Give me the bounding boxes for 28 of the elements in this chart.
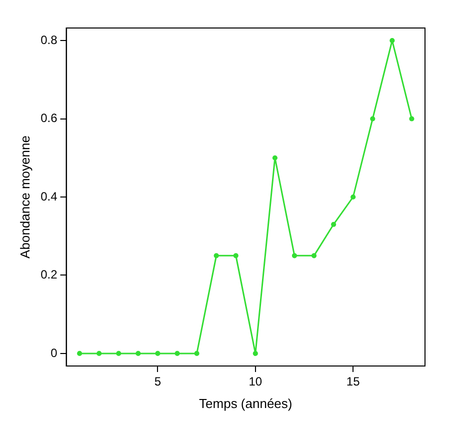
point — [331, 222, 336, 227]
point — [252, 350, 258, 356]
point — [155, 350, 160, 356]
y-tick-label: 0.8 — [40, 32, 58, 47]
point — [233, 253, 238, 258]
point — [174, 350, 180, 356]
point — [136, 350, 141, 356]
x-tick-label: 15 — [346, 374, 360, 389]
point — [311, 253, 317, 258]
point — [272, 155, 278, 160]
point — [370, 116, 376, 122]
x-axis-title: Temps (années) — [199, 396, 292, 411]
y-tick-label: 0.2 — [40, 268, 58, 282]
point — [292, 253, 298, 258]
x-tick-label: 10 — [248, 374, 262, 389]
point — [77, 350, 82, 356]
point — [214, 253, 219, 258]
y-tick-label: 0.4 — [40, 189, 58, 204]
y-tick-label: 0 — [50, 346, 58, 360]
point — [390, 38, 395, 44]
point — [194, 350, 200, 356]
point — [409, 116, 414, 122]
point — [96, 350, 102, 356]
y-tick-label: 0.6 — [40, 111, 58, 126]
x-tick-label: 5 — [154, 374, 162, 389]
point — [350, 194, 356, 200]
y-axis-title: Abondance moyenne — [17, 136, 32, 258]
point — [116, 350, 122, 356]
